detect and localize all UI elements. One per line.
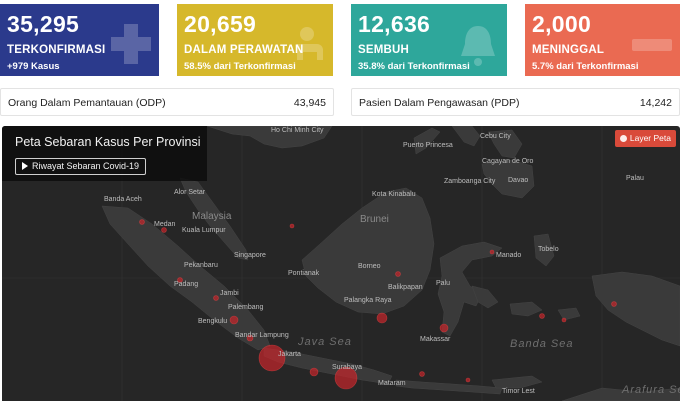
sea-label: Java Sea xyxy=(298,336,352,348)
city-label: Bengkulu xyxy=(198,318,228,325)
treated-label: DALAM PERAWATAN xyxy=(184,44,304,56)
deaths-label: MENINGGAL xyxy=(532,44,605,56)
recovered-sub: 35.8% dari Terkonfirmasi xyxy=(358,61,470,72)
layer-icon xyxy=(619,135,627,142)
city-label: Timor Lest xyxy=(502,388,535,395)
country-label: Brunei xyxy=(360,214,389,225)
city-label: Cagayan de Oro xyxy=(482,158,534,165)
city-label: Surabaya xyxy=(332,364,362,371)
city-label: Zamboanga City xyxy=(444,178,496,185)
case-marker[interactable] xyxy=(376,312,388,324)
case-marker[interactable] xyxy=(309,367,319,377)
case-marker[interactable] xyxy=(177,277,183,283)
case-marker[interactable] xyxy=(213,295,219,301)
case-marker[interactable] xyxy=(395,271,401,277)
city-label: Ho Chi Minh City xyxy=(271,127,324,134)
treated-sub: 58.5% dari Terkonfirmasi xyxy=(184,61,296,72)
treated-card: 20,659 DALAM PERAWATAN 58.5% dari Terkon… xyxy=(177,4,333,76)
case-marker[interactable] xyxy=(161,227,167,233)
case-marker[interactable] xyxy=(229,315,239,325)
map-header-panel: Peta Sebaran Kasus Per Provinsi Riwayat … xyxy=(2,126,207,181)
city-label: Borneo xyxy=(358,263,381,270)
city-label: Manado xyxy=(496,252,522,259)
city-label: Balikpapan xyxy=(388,284,423,291)
city-label: Cebu City xyxy=(480,133,511,140)
case-marker[interactable] xyxy=(439,323,449,333)
sea-label: Banda Sea xyxy=(510,338,574,350)
city-label: Palu xyxy=(436,280,451,287)
odp-row: Orang Dalam Pemantauan (ODP) 43,945 xyxy=(0,88,334,116)
sea-label: Arafura Se xyxy=(622,384,680,396)
bell-icon xyxy=(461,26,495,66)
city-label: Alor Setar xyxy=(174,189,206,196)
city-label: Tobelo xyxy=(538,246,559,253)
recovered-card: 12,636 SEMBUH 35.8% dari Terkonfirmasi xyxy=(351,4,507,76)
case-marker[interactable] xyxy=(489,249,495,255)
city-label: Banda Aceh xyxy=(104,196,142,203)
map-canvas[interactable] xyxy=(2,126,680,401)
city-label: Jakarta xyxy=(278,351,301,358)
city-label: Medan xyxy=(154,221,176,228)
case-marker[interactable] xyxy=(611,301,617,307)
odp-value: 43,945 xyxy=(293,97,326,109)
city-label: Kuala Lumpur xyxy=(182,227,226,234)
recovered-label: SEMBUH xyxy=(358,44,410,56)
history-button-label: Riwayat Sebaran Covid-19 xyxy=(32,161,140,171)
pdp-label: Pasien Dalam Pengawasan (PDP) xyxy=(359,97,520,109)
city-label: Pekanbaru xyxy=(184,262,218,269)
city-label: Padang xyxy=(174,281,199,288)
city-label: Makassar xyxy=(420,336,451,343)
deaths-sub: 5.7% dari Terkonfirmasi xyxy=(532,61,639,72)
deaths-value: 2,000 xyxy=(532,11,592,37)
confirmed-card: 35,295 TERKONFIRMASI +979 Kasus xyxy=(0,4,159,76)
pdp-value: 14,242 xyxy=(639,97,672,109)
city-label: Palau xyxy=(626,175,644,182)
case-marker[interactable] xyxy=(465,377,471,383)
city-label: Singapore xyxy=(234,252,266,259)
layer-button[interactable]: Layer Peta xyxy=(614,130,676,147)
case-marker[interactable] xyxy=(334,366,358,390)
city-label: Davao xyxy=(508,177,529,184)
city-label: Palangka Raya xyxy=(344,297,392,304)
case-marker[interactable] xyxy=(539,313,545,319)
case-marker[interactable] xyxy=(246,334,254,342)
hospital-bed-icon xyxy=(297,27,323,60)
city-label: Puerto Princesa xyxy=(403,142,453,149)
confirmed-label: TERKONFIRMASI xyxy=(7,44,106,56)
layer-button-label: Layer Peta xyxy=(629,133,671,143)
case-marker[interactable] xyxy=(289,223,295,229)
case-marker[interactable] xyxy=(139,219,145,225)
city-label: Mataram xyxy=(378,380,406,387)
odp-label: Orang Dalam Pemantauan (ODP) xyxy=(8,97,166,109)
city-label: Palembang xyxy=(228,304,264,311)
country-label: Malaysia xyxy=(192,211,232,222)
pdp-row: Pasien Dalam Pengawasan (PDP) 14,242 xyxy=(351,88,680,116)
case-marker[interactable] xyxy=(258,344,286,372)
deaths-card: 2,000 MENINGGAL 5.7% dari Terkonfirmasi xyxy=(525,4,680,76)
case-marker[interactable] xyxy=(561,317,567,323)
city-label: Pontianak xyxy=(288,270,320,277)
plus-icon xyxy=(111,24,151,64)
recovered-value: 12,636 xyxy=(358,11,431,37)
city-label: Bandar Lampung xyxy=(235,332,289,339)
city-label: Jambi xyxy=(220,290,239,297)
minus-icon xyxy=(632,39,672,51)
play-icon xyxy=(22,162,28,170)
map-title: Peta Sebaran Kasus Per Provinsi xyxy=(15,135,201,149)
history-button[interactable]: Riwayat Sebaran Covid-19 xyxy=(15,158,147,175)
city-label: Kota Kinabalu xyxy=(372,191,416,198)
case-distribution-map[interactable]: Ho Chi Minh City Cebu City Puerto Prince… xyxy=(2,126,680,401)
confirmed-sub: +979 Kasus xyxy=(7,61,60,72)
case-marker[interactable] xyxy=(419,371,425,377)
treated-value: 20,659 xyxy=(184,11,257,37)
confirmed-value: 35,295 xyxy=(7,11,80,37)
